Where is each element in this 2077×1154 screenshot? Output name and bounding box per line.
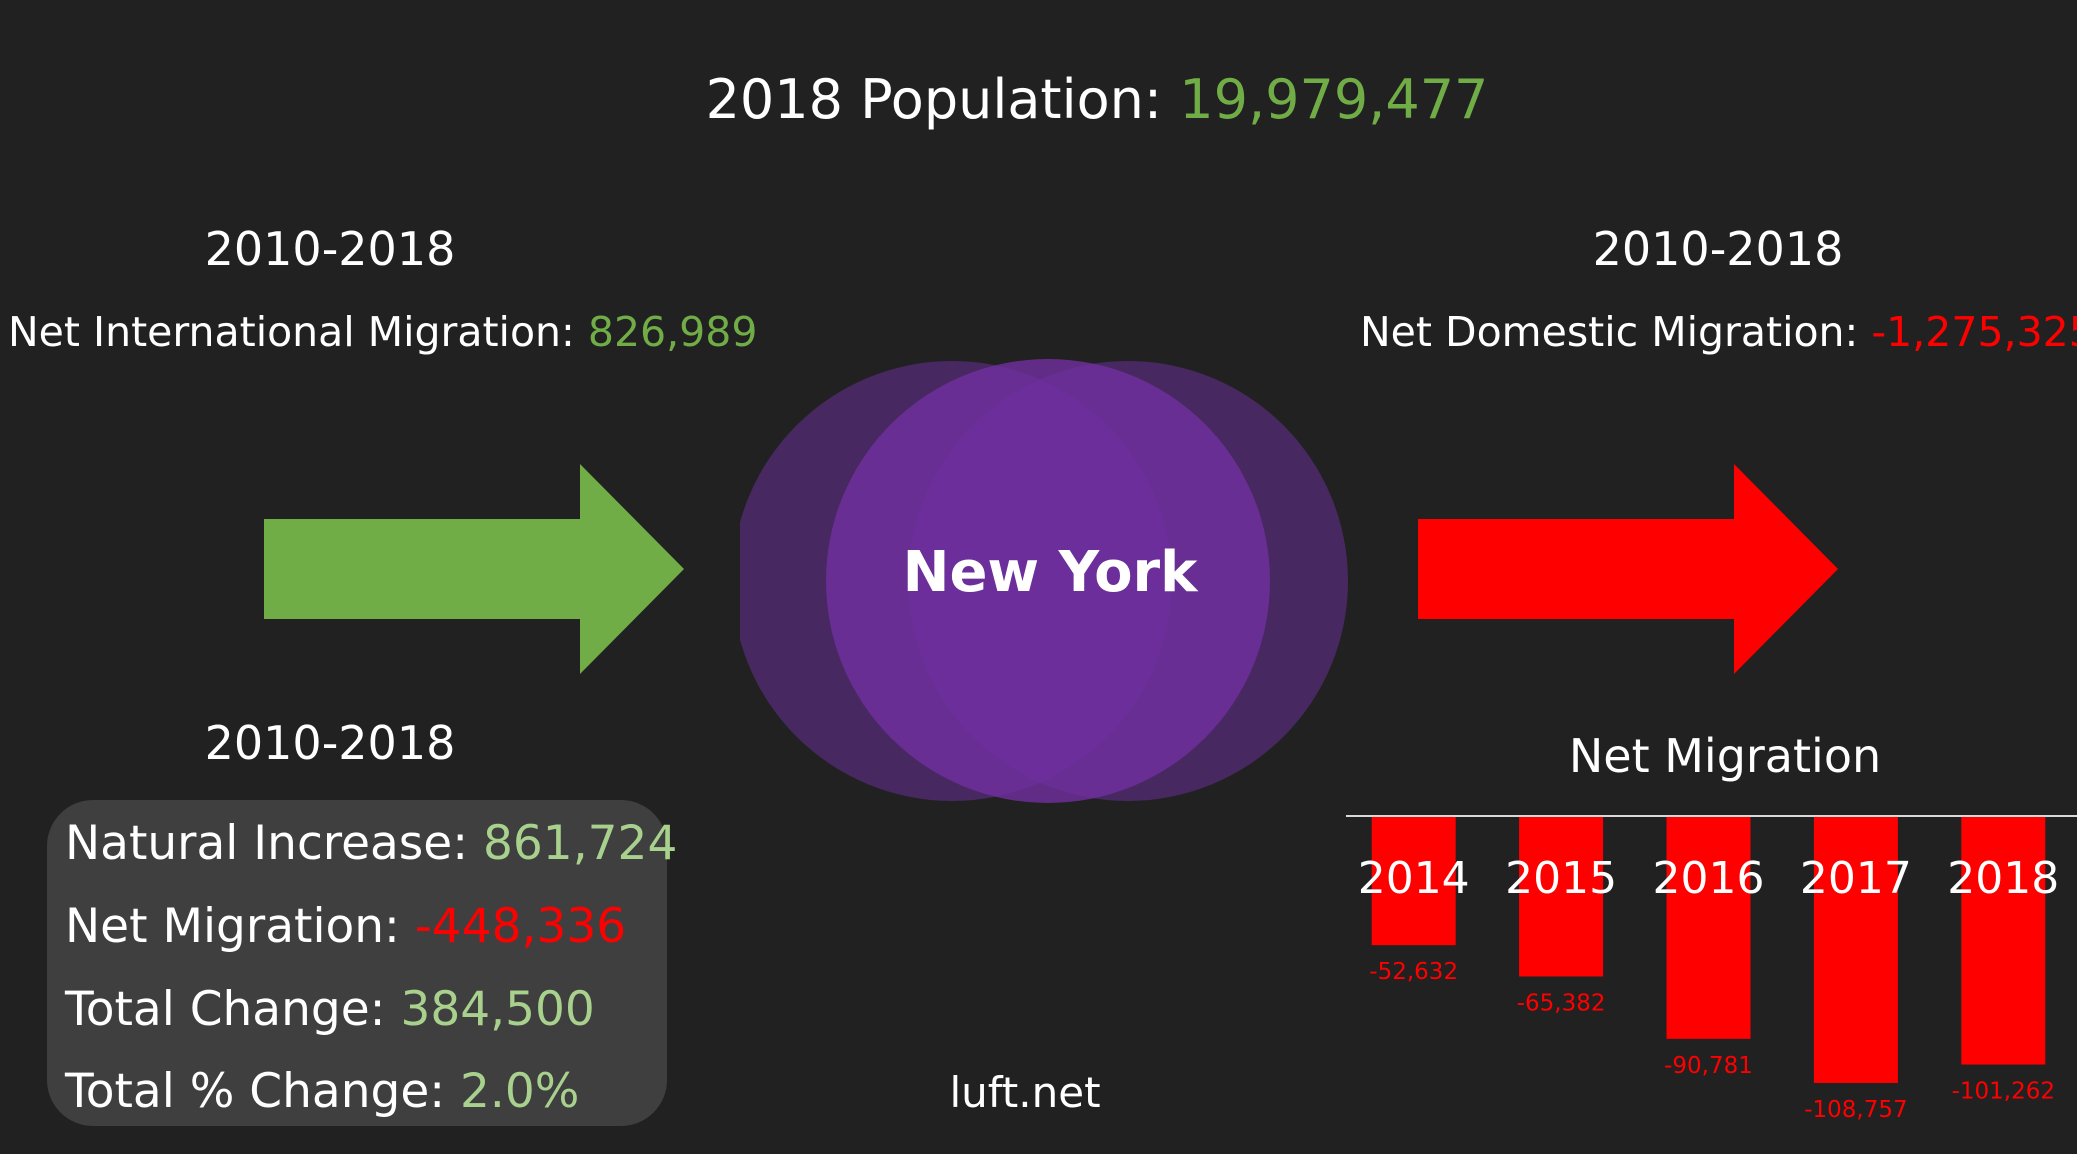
international-migration: Net International Migration: 826,989 bbox=[8, 308, 757, 356]
chart-category-label: 2018 bbox=[1947, 853, 2059, 904]
stats-period: 2010-2018 bbox=[204, 716, 456, 770]
population-label: 2018 Population: bbox=[705, 68, 1180, 131]
chart-category-label: 2014 bbox=[1358, 853, 1470, 904]
footer-site: luft.net bbox=[949, 1068, 1101, 1117]
domestic-migration: Net Domestic Migration: -1,275,325 bbox=[1360, 308, 2077, 356]
stats-box: Natural Increase: 861,724 Net Migration:… bbox=[47, 800, 677, 1126]
inflow-arrow-icon bbox=[264, 464, 684, 674]
net-migration-chart: Net Migration 2014 -52,632 2015 -65,382 2016 -… bbox=[1346, 729, 2077, 1123]
page-title: 2018 Population: 19,979,477 bbox=[0, 68, 2077, 131]
natural-increase-label: Natural Increase: bbox=[65, 816, 483, 871]
chart-category-label: 2016 bbox=[1653, 853, 1765, 904]
population-value: 19,979,477 bbox=[1179, 68, 1489, 131]
chart-data-label: -108,757 bbox=[1804, 1097, 1907, 1123]
chart-category-label: 2017 bbox=[1800, 853, 1912, 904]
international-migration-value: 826,989 bbox=[587, 308, 758, 356]
chart-bar bbox=[1961, 816, 2046, 1065]
chart-data-label: -65,382 bbox=[1517, 990, 1606, 1016]
natural-increase: Natural Increase: 861,724 bbox=[65, 816, 677, 871]
net-migration-label: Net Migration: bbox=[65, 899, 415, 954]
total-change: Total Change: 384,500 bbox=[65, 982, 595, 1037]
outflow-arrow-icon bbox=[1418, 464, 1838, 674]
natural-increase-value: 861,724 bbox=[482, 816, 678, 871]
net-migration: Net Migration: -448,336 bbox=[65, 899, 626, 954]
circle-front bbox=[826, 359, 1270, 803]
state-name: New York bbox=[902, 540, 1198, 605]
left-period: 2010-2018 bbox=[204, 222, 456, 276]
total-change-label: Total Change: bbox=[65, 982, 401, 1037]
total-change-value: 384,500 bbox=[400, 982, 595, 1037]
chart-data-label: -101,262 bbox=[1952, 1079, 2055, 1105]
domestic-migration-label: Net Domestic Migration: bbox=[1360, 308, 1872, 356]
right-period: 2010-2018 bbox=[1592, 222, 1844, 276]
new-york-circles bbox=[740, 359, 1348, 803]
chart-bar bbox=[1666, 816, 1751, 1039]
chart-bar bbox=[1371, 816, 1456, 946]
total-percent-change-label: Total % Change: bbox=[65, 1064, 461, 1119]
net-migration-value: -448,336 bbox=[414, 899, 627, 954]
total-percent-change-value: 2.0% bbox=[460, 1064, 580, 1119]
chart-category-label: 2015 bbox=[1505, 853, 1617, 904]
chart-title: Net Migration bbox=[1569, 729, 1881, 783]
total-percent-change: Total % Change: 2.0% bbox=[65, 1064, 579, 1119]
domestic-migration-value: -1,275,325 bbox=[1871, 308, 2077, 356]
chart-bar bbox=[1519, 816, 1604, 977]
international-migration-label: Net International Migration: bbox=[8, 308, 588, 356]
chart-data-label: -90,781 bbox=[1664, 1053, 1753, 1079]
chart-bar bbox=[1813, 816, 1898, 1083]
chart-data-label: -52,632 bbox=[1369, 959, 1458, 985]
